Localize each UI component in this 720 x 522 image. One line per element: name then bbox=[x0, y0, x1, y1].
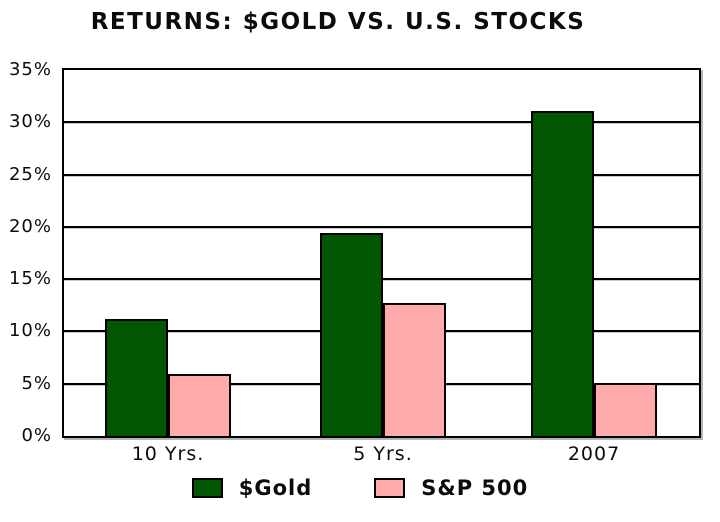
x-axis-tick-label: 2007 bbox=[567, 443, 621, 465]
plot-area bbox=[62, 68, 701, 438]
gridline-20 bbox=[64, 225, 699, 228]
bar-sp500-2007 bbox=[594, 383, 657, 436]
legend-item-sp500: S&P 500 bbox=[374, 476, 528, 500]
chart-title: RETURNS: $GOLD VS. U.S. STOCKS bbox=[90, 9, 586, 35]
x-axis-tick-label: 10 Yrs. bbox=[131, 443, 205, 465]
y-axis-tick-label: 35% bbox=[8, 59, 52, 80]
y-axis-tick-label: 10% bbox=[8, 320, 52, 342]
bar-gold-10-yrs bbox=[105, 319, 168, 436]
y-axis: 35% 30% 25% 20% 15% 10% 5% 0% bbox=[0, 60, 56, 446]
gridline-30 bbox=[64, 121, 699, 124]
bar-sp500-5-yrs bbox=[383, 303, 446, 436]
sp500-legend-swatch-icon bbox=[374, 478, 406, 498]
y-axis-tick-label: 15% bbox=[8, 268, 52, 290]
x-axis: 10 Yrs. 5 Yrs. 2007 bbox=[64, 442, 699, 468]
x-axis-tick-label: 5 Yrs. bbox=[353, 443, 413, 465]
y-axis-tick-label: 5% bbox=[21, 372, 52, 394]
y-axis-tick-label: 25% bbox=[8, 163, 52, 185]
gold-legend-label: $Gold bbox=[238, 476, 313, 500]
y-axis-tick-label: 0% bbox=[21, 425, 52, 446]
gold-legend-swatch-icon bbox=[191, 478, 223, 498]
gridline-25 bbox=[64, 173, 699, 176]
bar-sp500-10-yrs bbox=[168, 374, 231, 436]
bar-gold-5-yrs bbox=[320, 233, 383, 436]
sp500-legend-label: S&P 500 bbox=[421, 476, 529, 500]
legend-item-gold: $Gold bbox=[191, 476, 313, 500]
legend: $Gold S&P 500 bbox=[0, 476, 720, 500]
bar-gold-2007 bbox=[531, 111, 594, 436]
y-axis-tick-label: 30% bbox=[8, 111, 52, 133]
y-axis-tick-label: 20% bbox=[8, 215, 52, 237]
